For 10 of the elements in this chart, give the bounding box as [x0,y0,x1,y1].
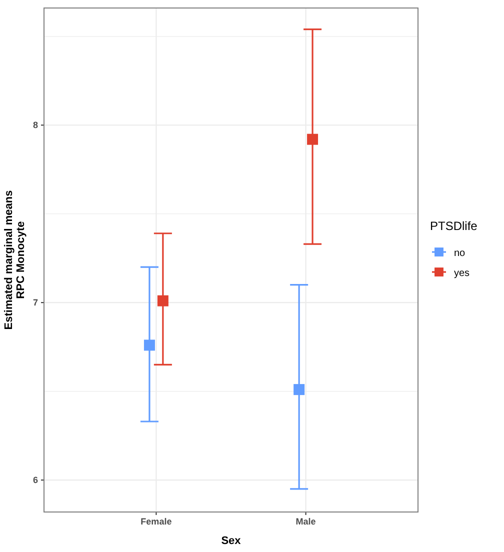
x-tick-label: Male [296,516,316,526]
x-axis-title: Sex [221,535,242,547]
legend-title: PTSDlife [430,219,478,233]
x-tick-label: Female [140,516,172,526]
y-tick-label: 7 [32,297,38,308]
legend-label: yes [454,268,470,279]
y-tick-label: 6 [32,474,38,485]
y-tick-label: 8 [32,120,38,130]
y-axis-title: Estimated marginal means RPC Monocyte [3,190,28,330]
legend-label: no [454,248,466,259]
